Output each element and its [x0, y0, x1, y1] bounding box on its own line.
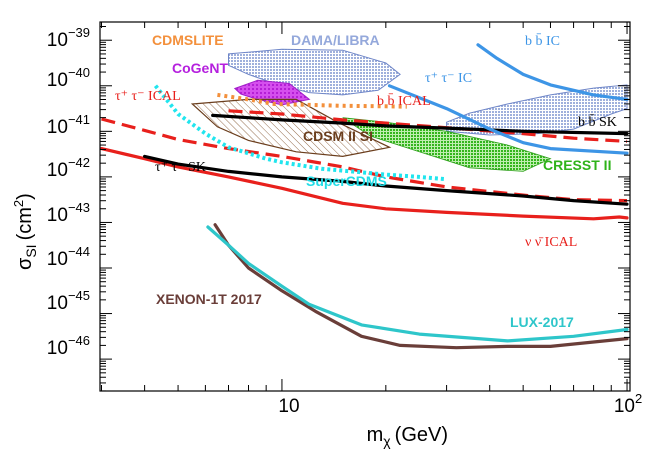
label-cogent: CoGeNT	[172, 60, 228, 76]
y-tick-label: 10−39	[47, 25, 90, 51]
y-tick-label: 10−40	[47, 65, 90, 91]
curve-nu-nubar-ical	[100, 147, 629, 221]
curve-tau-ic	[387, 84, 629, 155]
curve-bb-ic	[476, 43, 629, 102]
label-cresst-ii: CRESST II	[543, 157, 611, 173]
label-lux-2017: LUX-2017	[510, 314, 574, 330]
x-axis-label: mχ (GeV)	[367, 424, 448, 449]
label-tau-ic: τ⁺ τ⁻ IC	[425, 71, 472, 86]
y-tick-labels: 10−39 10−40 10−41 10−42 10−43 10−44 10−4…	[47, 25, 90, 359]
y-tick-label: 10−42	[47, 155, 90, 181]
curve-bb-sk	[211, 113, 629, 136]
plot-frame	[99, 21, 631, 392]
label-bb-sk: b b̄ SK	[578, 114, 617, 130]
curve-tau-sk	[143, 154, 629, 206]
y-tick-label: 10−41	[47, 112, 90, 138]
curve-xenon1t-2017	[213, 223, 629, 350]
x-tick-label: 10	[278, 396, 299, 417]
label-tau-ical: τ⁺ τ⁻ ICAL	[115, 89, 181, 104]
signal-regions	[190, 48, 628, 172]
annotations: CDMSLITE DAMA/LIBRA CoGeNT CDSM II SI CR…	[115, 32, 617, 330]
curve-bb-ical	[228, 109, 628, 143]
curve-supercdms	[153, 84, 447, 182]
curve-lux-2017	[206, 225, 629, 343]
x-tick-label: 102	[614, 391, 642, 417]
label-nu-nubar-ical: ν ν̄ ICAL	[525, 235, 577, 250]
y-tick-label: 10−46	[47, 333, 90, 359]
y-tick-label: 10−45	[47, 288, 90, 314]
label-cdmslite: CDMSLITE	[152, 32, 224, 48]
label-bb-ical: b b̄ ICAL	[377, 93, 431, 109]
label-cdms-ii-si: CDSM II SI	[303, 128, 373, 144]
label-dama-libra: DAMA/LIBRA	[291, 32, 380, 48]
label-supercdms: SuperCDMS	[306, 173, 387, 189]
limit-curves	[100, 43, 629, 350]
y-axis-label: σSI(cm2)	[11, 193, 39, 270]
x-tick-labels: 10 102	[278, 391, 642, 417]
label-bb-ic: b b̄ IC	[525, 33, 560, 49]
region-cdms-ii-si	[190, 98, 392, 158]
label-tau-sk: τ⁺ τ⁻ SK	[155, 160, 206, 175]
region-dama-libra	[228, 48, 401, 96]
y-tick-label: 10−44	[47, 244, 90, 270]
axis-ticks	[100, 22, 630, 392]
y-tick-label: 10−43	[47, 200, 90, 226]
region-dama-libra	[446, 84, 628, 136]
curve-cdmslite	[217, 92, 407, 109]
label-xenon-1t-2017: XENON-1T 2017	[156, 291, 262, 307]
